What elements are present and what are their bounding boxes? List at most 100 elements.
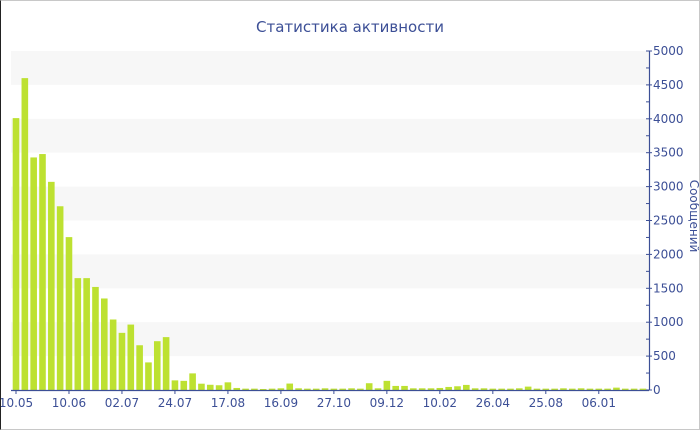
bar[interactable] xyxy=(171,380,179,390)
bar[interactable] xyxy=(418,388,426,390)
grid-band xyxy=(11,322,649,357)
bar[interactable] xyxy=(312,388,320,390)
x-tick-label: 17.08 xyxy=(211,396,245,410)
bar[interactable] xyxy=(463,384,470,390)
y-tick-label: 0 xyxy=(653,383,661,397)
bar[interactable] xyxy=(621,388,629,390)
bar[interactable] xyxy=(92,286,99,390)
bar[interactable] xyxy=(127,324,135,390)
bar[interactable] xyxy=(410,388,417,390)
bar[interactable] xyxy=(560,388,567,390)
bar[interactable] xyxy=(215,385,223,390)
bar[interactable] xyxy=(74,278,82,390)
bar[interactable] xyxy=(604,388,611,390)
y-tick-label: 3000 xyxy=(653,180,684,194)
bar[interactable] xyxy=(21,78,29,391)
bar[interactable] xyxy=(295,388,302,390)
x-tick-label: 06.01 xyxy=(582,396,616,410)
bar[interactable] xyxy=(251,388,258,390)
bar[interactable] xyxy=(551,388,558,390)
bar[interactable] xyxy=(180,380,188,390)
bar[interactable] xyxy=(480,388,488,390)
bar[interactable] xyxy=(242,388,249,390)
bar[interactable] xyxy=(233,387,241,390)
bar[interactable] xyxy=(533,388,541,390)
bar[interactable] xyxy=(48,181,55,390)
bar[interactable] xyxy=(330,388,338,390)
x-tick-label: 26.04 xyxy=(476,396,510,410)
bar[interactable] xyxy=(268,388,276,390)
bar[interactable] xyxy=(286,383,294,390)
bar[interactable] xyxy=(206,384,214,390)
bar[interactable] xyxy=(630,388,638,390)
bar[interactable] xyxy=(401,385,408,390)
bar[interactable] xyxy=(136,345,143,390)
bar[interactable] xyxy=(507,388,514,390)
y-tick-label: 1000 xyxy=(653,315,684,329)
bar[interactable] xyxy=(224,382,232,390)
grid-band xyxy=(11,254,649,289)
chart-title: Статистика активности xyxy=(256,18,444,36)
bar[interactable] xyxy=(577,388,585,390)
bar[interactable] xyxy=(56,206,64,390)
bar[interactable] xyxy=(586,388,594,390)
bar[interactable] xyxy=(489,388,497,390)
bar[interactable] xyxy=(374,388,382,390)
x-tick-label: 10.05 xyxy=(1,396,33,410)
y-tick-label: 2000 xyxy=(653,247,684,261)
bar[interactable] xyxy=(83,278,90,390)
x-tick-label: 09.12 xyxy=(370,396,404,410)
bar[interactable] xyxy=(383,380,391,390)
bar[interactable] xyxy=(524,386,532,390)
bar[interactable] xyxy=(39,154,46,390)
bar[interactable] xyxy=(12,118,20,390)
bar[interactable] xyxy=(445,386,452,390)
bar[interactable] xyxy=(198,383,205,390)
bar[interactable] xyxy=(321,388,329,390)
bar[interactable] xyxy=(436,387,444,390)
bar[interactable] xyxy=(454,386,461,390)
bar[interactable] xyxy=(30,157,37,390)
bar[interactable] xyxy=(277,388,285,390)
bar[interactable] xyxy=(65,237,73,390)
bar[interactable] xyxy=(348,388,355,390)
y-tick-label: 2500 xyxy=(653,214,684,228)
y-tick-label: 500 xyxy=(653,349,676,363)
bar[interactable] xyxy=(613,387,620,390)
bar[interactable] xyxy=(304,388,311,390)
bar[interactable] xyxy=(365,383,373,390)
bar[interactable] xyxy=(542,388,550,390)
bar[interactable] xyxy=(145,362,152,390)
x-tick-label: 10.06 xyxy=(52,396,86,410)
bar[interactable] xyxy=(118,332,126,390)
bar[interactable] xyxy=(568,388,576,390)
bar[interactable] xyxy=(516,388,523,390)
bar[interactable] xyxy=(109,319,117,390)
bar[interactable] xyxy=(101,298,108,390)
y-tick-label: 5000 xyxy=(653,44,684,58)
grid-band xyxy=(11,118,649,153)
x-tick-label: 25.08 xyxy=(529,396,563,410)
x-tick-label: 27.10 xyxy=(317,396,351,410)
x-tick-label: 02.07 xyxy=(105,396,139,410)
y-tick-label: 1500 xyxy=(653,281,684,295)
bar[interactable] xyxy=(162,337,170,390)
x-tick-label: 16.09 xyxy=(264,396,298,410)
x-tick-label: 24.07 xyxy=(158,396,192,410)
bar[interactable] xyxy=(189,373,196,390)
bar[interactable] xyxy=(153,341,161,390)
y-tick-label: 4000 xyxy=(653,112,684,126)
bar[interactable] xyxy=(595,388,603,390)
bar[interactable] xyxy=(427,388,435,390)
y-tick-label: 4500 xyxy=(653,78,684,92)
grid-band xyxy=(11,51,649,85)
y-tick-label: 3500 xyxy=(653,146,684,160)
bar[interactable] xyxy=(357,388,364,390)
bar[interactable] xyxy=(471,388,479,390)
bar[interactable] xyxy=(639,388,647,390)
bar[interactable] xyxy=(392,385,399,390)
bar[interactable] xyxy=(259,388,267,390)
bar[interactable] xyxy=(339,388,347,390)
bar[interactable] xyxy=(498,388,505,390)
